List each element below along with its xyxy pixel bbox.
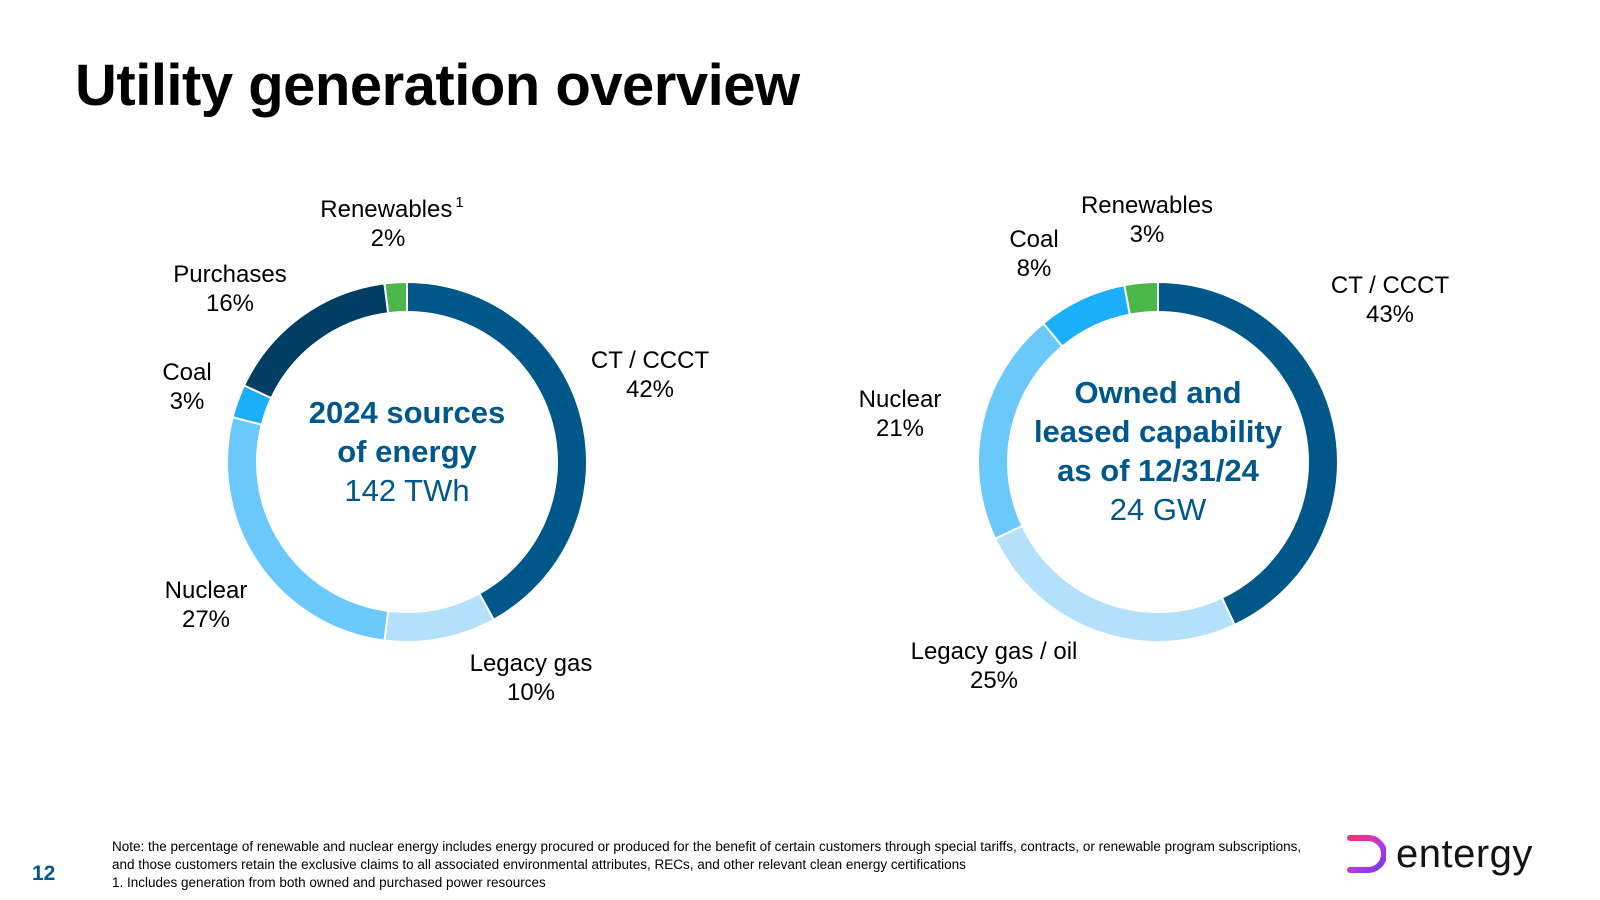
slice-purchases [242,282,390,400]
slice-renewables [383,280,408,315]
slice-value-legacy_gas: 10% [507,679,555,706]
slice-value-coal: 3% [170,388,205,415]
slice-label-renewables: Renewables 1 [320,194,463,223]
slice-label-nuclear: Nuclear [165,577,248,604]
slice-footnote-marker: 1 [455,194,463,211]
entergy-logo: entergy [1346,830,1533,878]
entergy-logo-text: entergy [1396,831,1533,876]
page-title: Utility generation overview [75,53,800,118]
slice-label-renewables: Renewables [1081,192,1213,219]
page-number: 12 [32,862,56,885]
center-title-line: Owned and [1074,375,1241,410]
footnote-note: Note: the percentage of renewable and nu… [112,839,1302,872]
slice-label-ct_ccct: CT / CCCT [591,347,710,374]
slice-value-renewables: 3% [1130,221,1165,248]
slice-label-coal: Coal [162,359,211,386]
slice-value-renewables: 2% [371,225,406,252]
slice-renewables [1123,280,1159,316]
footnote: Note: the percentage of renewable and nu… [112,838,1312,892]
footnote-1: 1. Includes generation from both owned a… [112,875,546,890]
slice-label-purchases: Purchases [173,261,286,288]
center-title-line: of energy [337,434,477,469]
center-value: 24 GW [1110,492,1207,527]
slice-value-purchases: 16% [206,290,254,317]
slice-legacy_gas_oil [993,524,1236,643]
slice-coal [1041,284,1132,348]
center-title-line: leased capability [1034,414,1283,449]
slice-value-nuclear: 21% [876,415,924,442]
slice-label-legacy_gas: Legacy gas [470,650,593,677]
slice-value-ct_ccct: 42% [626,376,674,403]
center-value: 142 TWh [344,473,469,508]
slice-label-legacy_gas_oil: Legacy gas / oil [911,638,1078,665]
slice-value-nuclear: 27% [182,606,230,633]
slice-label-coal: Coal [1009,226,1058,253]
slice-value-ct_ccct: 43% [1366,301,1414,328]
slice-legacy_gas [383,592,496,643]
slice-value-legacy_gas_oil: 25% [970,667,1018,694]
center-title-line: as of 12/31/24 [1057,453,1259,488]
slice-label-nuclear: Nuclear [859,386,942,413]
slice-value-coal: 8% [1017,255,1052,282]
center-title-line: 2024 sources [309,395,505,430]
entergy-logo-mark-icon [1347,835,1386,873]
slice-label-ct_ccct: CT / CCCT [1331,272,1450,299]
